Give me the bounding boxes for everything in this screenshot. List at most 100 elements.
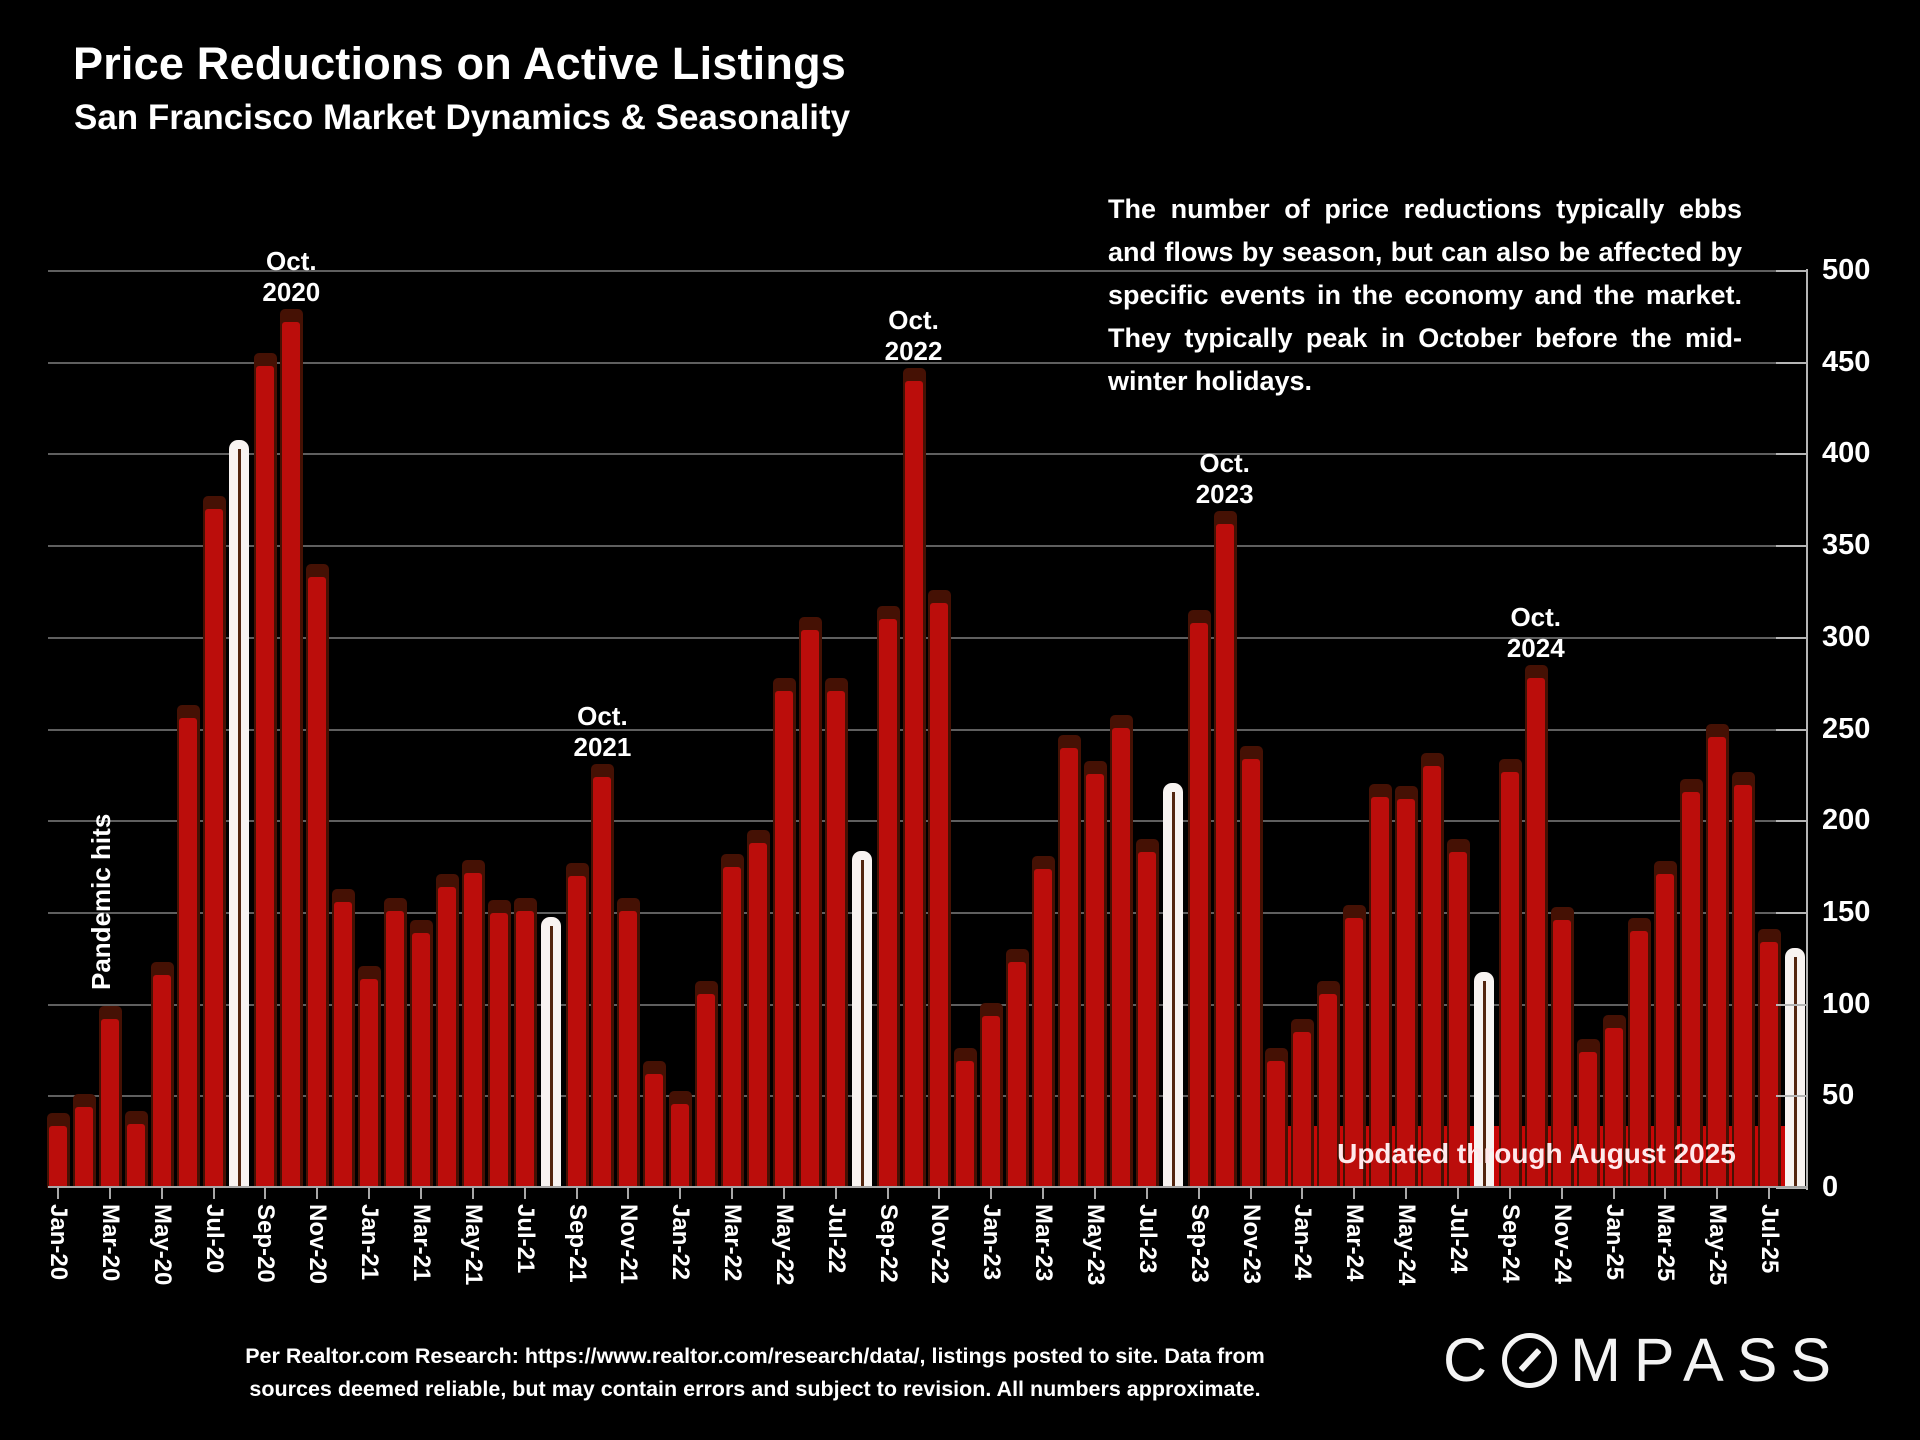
x-axis-label-Sep-24: Sep-24 [1496,1204,1524,1283]
bar-Apr-25 [1682,791,1701,1188]
x-axis-tick-Jan-25 [1612,1188,1615,1199]
bar-Sep-20 [256,366,275,1188]
x-axis-label-Jan-20: Jan-20 [45,1204,72,1281]
y-axis-tick-500 [1776,270,1806,272]
bar-Jun-22 [800,630,819,1188]
x-axis-tick-Jan-21 [368,1188,371,1199]
x-axis-tick-Jan-20 [57,1188,59,1199]
bar-Apr-23 [1060,747,1079,1188]
y-axis-label-50: 50 [1822,1079,1855,1112]
bar-Jun-20 [178,718,197,1188]
peak-annotation-Oct-23: Oct. 2023 [1195,448,1254,510]
x-axis-tick-Nov-24 [1560,1188,1563,1199]
gridline-300 [48,636,1806,639]
bar-May-25 [1708,736,1727,1188]
bar-Jan-20 [49,1125,67,1188]
bar-Sep-23 [1189,623,1208,1188]
gridline-500 [48,270,1806,272]
x-axis-tick-May-21 [471,1188,474,1199]
x-axis-tick-Mar-25 [1664,1188,1667,1199]
bar-Jul-22 [826,690,845,1188]
gridline-50 [48,1095,1806,1098]
bar-Jul-25 [1760,942,1779,1188]
y-axis-label-0: 0 [1822,1171,1839,1203]
peak-annotation-Oct-20: Oct. 2020 [262,246,321,308]
bar-Mar-20 [100,1019,119,1188]
x-axis-label-Nov-21: Nov-21 [615,1204,643,1285]
bar-Jul-24 [1448,852,1467,1188]
y-axis-label-500: 500 [1822,254,1871,286]
x-axis-label-Nov-24: Nov-24 [1548,1204,1576,1285]
x-axis-label-Jan-21: Jan-21 [356,1204,384,1281]
bar-Nov-23 [1241,758,1260,1188]
x-axis-label-Nov-23: Nov-23 [1237,1204,1265,1285]
x-axis-label-Mar-21: Mar-21 [407,1204,435,1282]
x-axis-tick-Jul-22 [834,1188,837,1199]
y-axis-tick-350 [1776,545,1806,548]
x-axis-label-Jul-21: Jul-21 [511,1204,539,1274]
bar-Jun-23 [1111,727,1130,1188]
bar-Jan-25 [1604,1028,1623,1188]
peak-annotation-Oct-21: Oct. 2021 [573,701,632,763]
y-axis-label-150: 150 [1822,895,1871,928]
bar-Jan-23 [982,1015,1001,1188]
x-axis-label-Sep-23: Sep-23 [1185,1204,1213,1283]
bar-Jun-24 [1423,766,1442,1188]
bar-Nov-20 [308,577,327,1188]
y-axis-tick-200 [1776,820,1806,823]
x-axis-label-Jul-25: Jul-25 [1756,1204,1784,1274]
bar-Jan-22 [671,1103,690,1188]
y-axis-tick-0 [1776,1187,1806,1189]
y-axis-label-200: 200 [1822,804,1871,837]
x-axis-label-Nov-22: Nov-22 [926,1204,954,1285]
bar-Oct-20 [282,322,301,1188]
y-axis-tick-50 [1776,1095,1806,1098]
x-axis-tick-Mar-23 [1042,1188,1045,1199]
compass-o-icon [1502,1332,1558,1388]
y-axis-tick-100 [1776,1003,1806,1006]
x-axis-tick-May-20 [160,1188,163,1199]
bar-Jan-21 [360,978,379,1188]
compass-needle-icon [1518,1348,1541,1372]
bar-Dec-23 [1267,1061,1286,1188]
x-axis-label-Jan-23: Jan-23 [978,1204,1006,1281]
x-axis-tick-Nov-22 [938,1188,941,1199]
x-axis-label-May-24: May-24 [1393,1204,1421,1286]
bar-Jan-24 [1293,1032,1312,1188]
page-subtitle: San Francisco Market Dynamics & Seasonal… [74,98,851,137]
x-axis-label-May-21: May-21 [459,1204,487,1286]
y-axis-tick-400 [1776,453,1806,456]
x-axis-label-Nov-20: Nov-20 [304,1204,332,1285]
gridline-100 [48,1003,1806,1006]
x-axis-tick-May-23 [1094,1188,1096,1199]
y-axis-label-100: 100 [1822,987,1871,1020]
x-axis-label-May-25: May-25 [1704,1204,1732,1286]
bar-Nov-24 [1552,920,1571,1188]
gridline-350 [48,545,1806,548]
x-axis-label-Jan-24: Jan-24 [1289,1204,1317,1281]
x-axis-label-Jan-25: Jan-25 [1600,1204,1628,1281]
x-axis-label-Mar-24: Mar-24 [1341,1204,1369,1282]
gridline-200 [48,820,1806,823]
highlight-bar-centerline-Aug-22 [860,859,864,1188]
x-axis-label-Jul-20: Jul-20 [200,1204,228,1274]
source-footer-line1: Per Realtor.com Research: https://www.re… [245,1344,1265,1368]
y-axis-line [1806,269,1808,1190]
x-axis-tick-May-22 [782,1188,785,1199]
x-axis-label-Sep-22: Sep-22 [874,1204,902,1283]
x-axis-tick-Nov-20 [316,1188,319,1199]
x-axis-tick-Sep-22 [886,1188,889,1199]
x-axis-tick-Nov-21 [627,1188,630,1199]
x-axis-label-Sep-20: Sep-20 [252,1204,280,1283]
compass-logo-letters: MPASS [1570,1326,1845,1394]
bar-May-22 [774,690,793,1188]
bar-Apr-21 [437,887,456,1188]
seasonality-annotation: The number of price reductions typically… [1108,194,1742,396]
x-axis-tick-Sep-24 [1508,1188,1511,1199]
x-axis-tick-Mar-22 [731,1188,734,1199]
pandemic-hits-label: Pandemic hits [86,813,116,990]
highlight-bar-centerline-Aug-23 [1171,791,1175,1188]
y-axis-tick-150 [1776,911,1806,914]
x-axis-tick-Jan-22 [679,1188,682,1199]
